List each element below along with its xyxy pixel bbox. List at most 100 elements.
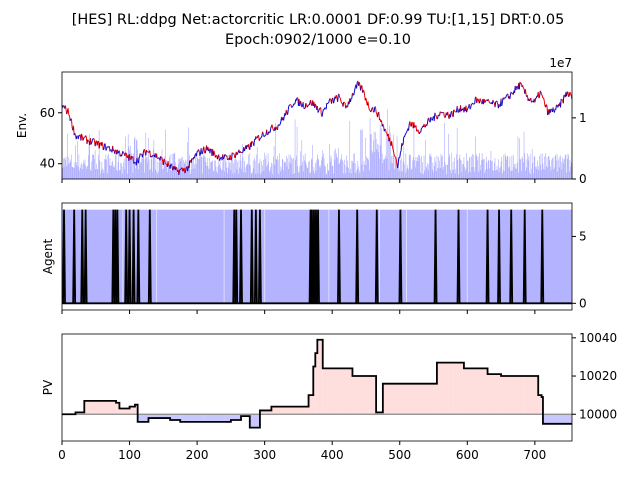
pv-gain-area bbox=[376, 412, 383, 415]
price-segment bbox=[231, 152, 234, 154]
price-segment bbox=[320, 107, 322, 116]
price-segment bbox=[496, 100, 499, 105]
price-segment bbox=[333, 100, 335, 104]
pv-gain-area bbox=[315, 353, 318, 415]
price-segment bbox=[87, 139, 89, 142]
price-segment bbox=[291, 105, 294, 108]
price-segment bbox=[182, 168, 185, 172]
price-segment bbox=[391, 141, 393, 147]
price-segment bbox=[256, 135, 259, 139]
pv-gain-area bbox=[501, 376, 525, 415]
agent-spike bbox=[497, 209, 501, 304]
price-segment bbox=[480, 100, 482, 103]
price-segment bbox=[237, 151, 239, 154]
agent-spike bbox=[127, 209, 132, 304]
price-segment bbox=[213, 150, 216, 155]
price-segment bbox=[204, 149, 207, 154]
price-segment bbox=[229, 154, 232, 161]
price-segment bbox=[414, 126, 416, 128]
price-segment bbox=[125, 152, 128, 158]
price-segment bbox=[117, 151, 120, 154]
pv-gain-area bbox=[129, 406, 135, 415]
price-segment bbox=[549, 108, 552, 113]
pv-loss-area bbox=[241, 414, 250, 417]
price-segment bbox=[344, 101, 346, 104]
price-segment bbox=[399, 152, 401, 158]
price-segment bbox=[506, 94, 508, 96]
price-segment bbox=[368, 106, 370, 111]
price-segment bbox=[393, 152, 395, 156]
price-segment bbox=[509, 93, 512, 100]
price-segment bbox=[492, 99, 495, 103]
price-segment bbox=[550, 108, 553, 110]
price-segment bbox=[105, 148, 108, 151]
agent-spike bbox=[509, 209, 514, 304]
price-segment bbox=[129, 154, 131, 158]
agent-spike bbox=[540, 209, 545, 304]
price-segment bbox=[218, 154, 220, 161]
price-segment bbox=[435, 114, 437, 117]
agent-spike bbox=[355, 209, 360, 304]
price-segment bbox=[356, 82, 358, 89]
pv-ylabel: PV bbox=[41, 379, 55, 395]
price-segment bbox=[504, 97, 507, 99]
price-segment bbox=[149, 150, 151, 158]
price-segment bbox=[327, 102, 329, 105]
price-segment bbox=[519, 81, 522, 84]
pv-gain-area bbox=[538, 395, 542, 415]
pv-ytick-label: 10000 bbox=[579, 407, 617, 421]
pv-gain-area bbox=[463, 368, 488, 415]
price-segment bbox=[271, 124, 274, 129]
pv-xtick-label: 0 bbox=[58, 448, 66, 462]
price-segment bbox=[304, 107, 306, 110]
price-segment bbox=[318, 109, 320, 111]
pv-loss-area bbox=[203, 414, 231, 422]
price-segment bbox=[370, 108, 373, 111]
price-segment bbox=[209, 148, 212, 154]
price-segment bbox=[367, 101, 370, 107]
price-segment bbox=[104, 143, 107, 151]
agent-panel: 0 5 Agent bbox=[41, 202, 587, 314]
price-segment bbox=[291, 106, 293, 108]
price-segment bbox=[365, 98, 368, 103]
agent-spike bbox=[62, 209, 66, 304]
price-segment bbox=[272, 128, 274, 131]
price-segment bbox=[444, 115, 447, 118]
price-segment bbox=[156, 153, 158, 159]
price-segment bbox=[378, 112, 380, 121]
price-segment bbox=[453, 109, 455, 111]
price-segment bbox=[64, 105, 67, 110]
price-segment bbox=[515, 86, 518, 91]
price-segment bbox=[399, 150, 402, 153]
pv-gain-area bbox=[436, 362, 454, 415]
env-panel: 40 60 0 1 1e7 Env. bbox=[15, 56, 587, 186]
price-segment bbox=[405, 131, 407, 134]
price-segment bbox=[449, 112, 452, 118]
price-segment bbox=[501, 101, 503, 106]
price-segment bbox=[91, 138, 94, 141]
price-segment bbox=[317, 110, 320, 113]
pv-xtick-label: 100 bbox=[118, 448, 141, 462]
env-y2-offset-label: 1e7 bbox=[549, 56, 572, 70]
pv-loss-area bbox=[180, 414, 204, 422]
price-segment bbox=[555, 104, 557, 110]
price-segment bbox=[253, 139, 256, 146]
price-segment bbox=[318, 107, 321, 110]
price-segment bbox=[349, 98, 352, 103]
env-frame bbox=[61, 71, 573, 180]
price-segment bbox=[243, 148, 246, 152]
price-segment bbox=[403, 134, 406, 138]
agent-spike bbox=[72, 209, 77, 304]
pv-gain-area bbox=[433, 383, 437, 415]
price-segment bbox=[479, 98, 482, 101]
price-segment bbox=[276, 124, 279, 130]
price-segment bbox=[138, 156, 141, 158]
price-segment bbox=[165, 163, 167, 165]
price-segment bbox=[327, 102, 330, 104]
price-segment bbox=[106, 146, 109, 148]
price-segment bbox=[428, 117, 430, 122]
price-segment bbox=[340, 101, 343, 104]
price-segment bbox=[283, 116, 285, 121]
price-segment bbox=[184, 170, 187, 174]
price-segment bbox=[469, 107, 472, 110]
